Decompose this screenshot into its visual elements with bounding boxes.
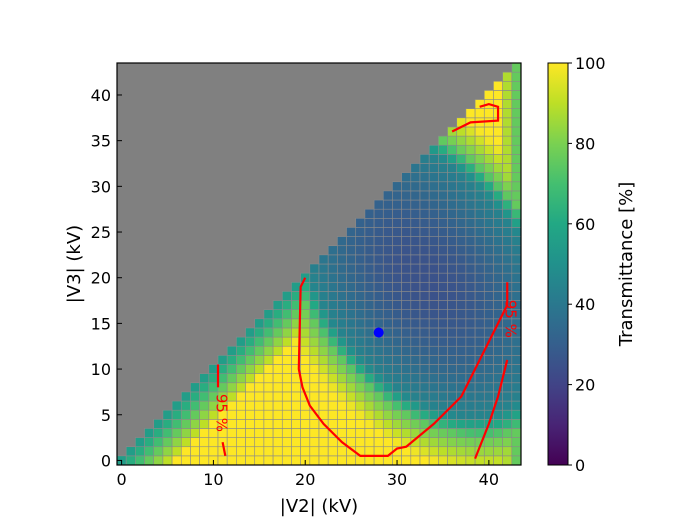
operating-point-marker [373,327,384,338]
svg-text:0: 0 [101,451,111,470]
svg-text:0: 0 [116,470,126,489]
y-axis-ticks: 0 5 10 15 20 25 30 35 40 [91,86,122,470]
svg-text:30: 30 [91,177,111,196]
colorbar [547,62,569,466]
x-axis-label: |V2| (kV) [280,496,358,517]
y-axis-label: |V3| (kV) [64,225,85,303]
colorbar-label: Transmittance [%] [616,182,637,348]
svg-text:80: 80 [575,134,595,153]
contour-lines: 95 % 95 % [212,102,519,460]
svg-text:5: 5 [101,406,111,425]
svg-text:40: 40 [91,86,111,105]
svg-text:20: 20 [575,376,595,395]
plot-frame [116,62,522,466]
x-axis-ticks: 0 10 20 30 40 [116,460,499,489]
svg-text:0: 0 [575,456,585,475]
svg-text:25: 25 [91,223,111,242]
svg-text:60: 60 [575,215,595,234]
contour-label: 95 % [212,394,230,432]
svg-text:100: 100 [575,54,606,73]
heatmap-plot-area [116,62,522,466]
colorbar-ticks: 0 20 40 60 80 100 [568,54,606,475]
svg-text:40: 40 [479,470,499,489]
svg-text:35: 35 [91,132,111,151]
svg-text:20: 20 [91,269,111,288]
svg-text:10: 10 [91,360,111,379]
contour-label: 95 % [501,300,519,338]
svg-text:20: 20 [295,470,315,489]
svg-text:30: 30 [387,470,407,489]
svg-text:40: 40 [575,295,595,314]
svg-text:15: 15 [91,314,111,333]
svg-text:10: 10 [203,470,223,489]
